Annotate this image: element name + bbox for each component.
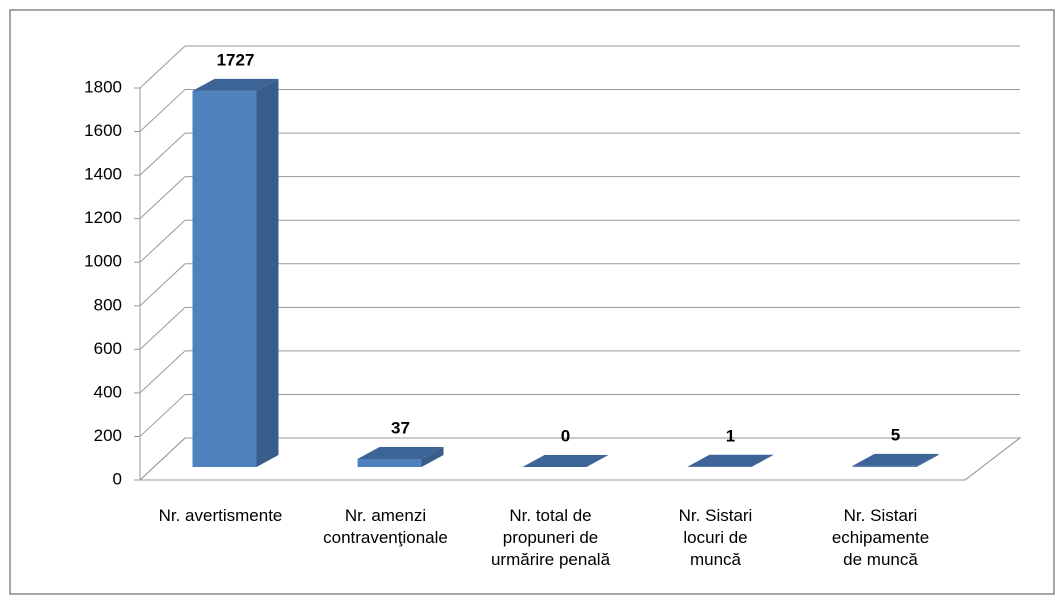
bar-side: [256, 78, 279, 468]
bar-top: [192, 78, 279, 91]
grid-diagonal: [139, 437, 186, 481]
bar-side: [751, 454, 774, 467]
value-label: 1727: [217, 50, 255, 69]
bar-top: [852, 453, 939, 466]
value-label: 0: [561, 426, 570, 445]
value-label: 5: [891, 425, 900, 444]
bar: [852, 465, 917, 467]
grid-diagonal: [139, 219, 186, 263]
grid-diagonal: [139, 306, 186, 350]
grid-diagonal: [139, 89, 186, 132]
y-tick-label: 800: [94, 295, 122, 314]
grid-diagonal: [139, 263, 186, 307]
x-tick-label: Nr. total de propuneri de urmărire penal…: [490, 506, 611, 569]
bar-top: [522, 455, 609, 467]
x-tick-label: Nr. Sistari echipamente de muncă: [831, 506, 930, 569]
x-tick-label: Nr. Sistari locuri de muncă: [678, 506, 753, 569]
value-label: 1: [726, 426, 735, 445]
grid-diagonal: [139, 394, 186, 437]
y-tick-label: 1800: [84, 77, 122, 96]
y-tick-label: 0: [113, 469, 122, 488]
y-tick-label: 600: [94, 339, 122, 358]
y-tick-label: 200: [94, 426, 122, 445]
bar: [192, 90, 257, 468]
y-tick-label: 1600: [84, 121, 122, 140]
grid-diagonal: [139, 45, 186, 89]
x-tick-label: Nr. amenzi contravenţionale: [323, 506, 448, 547]
y-tick-label: 1200: [84, 208, 122, 227]
grid-diagonal: [139, 132, 186, 176]
x-tick-label: Nr. avertismente: [158, 506, 283, 525]
right-edge: [964, 437, 1021, 481]
bar-top: [687, 454, 774, 467]
y-tick-label: 1400: [84, 165, 122, 184]
bar: [357, 458, 422, 467]
y-tick-label: 400: [94, 382, 122, 401]
chart-border: [9, 9, 1055, 595]
value-label: 37: [391, 418, 410, 437]
bar-top: [357, 446, 444, 459]
bar-side: [916, 453, 939, 467]
y-tick-label: 1000: [84, 252, 122, 271]
grid-diagonal: [139, 176, 186, 220]
grid-diagonal: [139, 350, 186, 394]
bar-side: [421, 446, 444, 467]
